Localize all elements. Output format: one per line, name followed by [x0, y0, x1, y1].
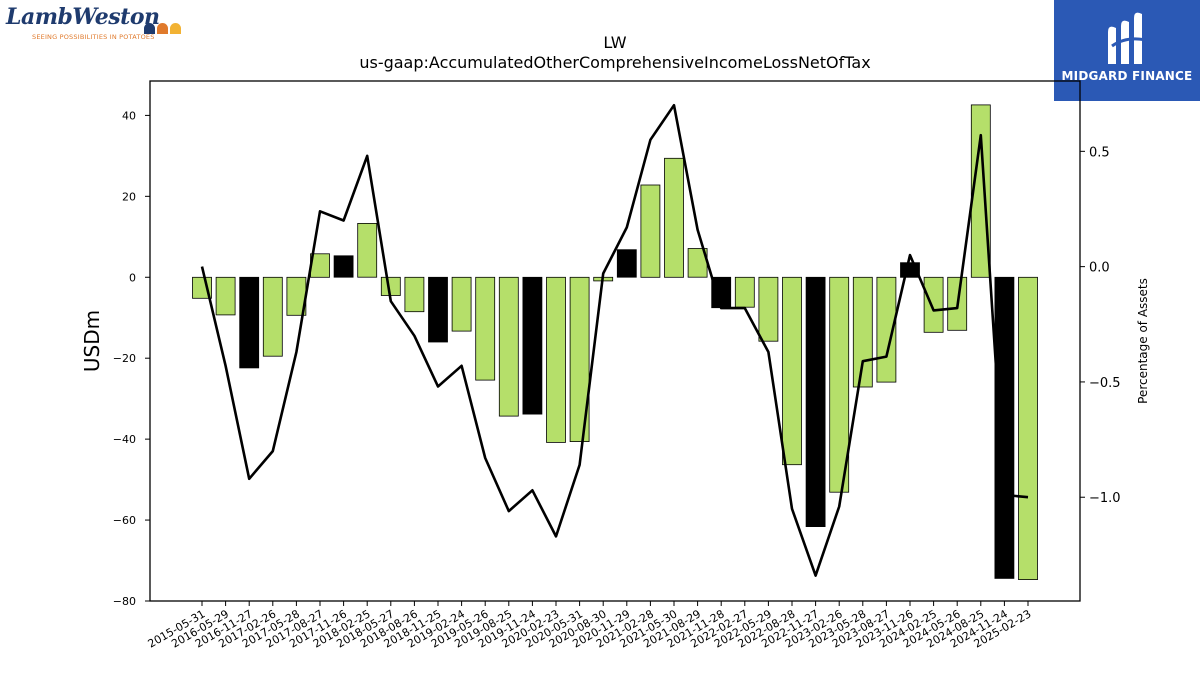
bar-2020-02-23: [546, 276, 566, 443]
y-axis-right: 0.5 0.0 −0.5 −1.0: [1080, 145, 1121, 506]
bar-2022-11-27: [805, 276, 826, 527]
y-tick-label: 40: [122, 109, 136, 122]
bar-2020-11-29: [616, 249, 637, 278]
y-tick-label: −60: [113, 514, 136, 527]
bar-2022-08-28: [782, 276, 802, 466]
bar-2024-02-25: [923, 276, 944, 333]
midgard-finance-text: MIDGARD FINANCE: [1061, 69, 1193, 83]
bar-2023-08-27: [876, 276, 897, 383]
bar-2018-02-25: [357, 222, 378, 278]
bar-2019-02-24: [451, 276, 472, 332]
bar-2016-05-29: [215, 276, 236, 316]
bar-2017-02-26: [262, 276, 283, 357]
bar-2021-05-30: [664, 157, 684, 278]
y-tick-label: −80: [113, 595, 136, 608]
y-tick-label: −20: [113, 352, 136, 365]
lambweston-dot-3: [170, 23, 181, 34]
y-right-tick-label: −1.0: [1089, 491, 1121, 506]
y-axis-left: 40 20 0 −20 −40 −60 −80: [113, 109, 150, 608]
bar-2019-11-24: [522, 276, 543, 415]
bar-2016-11-27: [239, 276, 260, 369]
y-tick-label: 0: [129, 271, 136, 284]
midgard-finance-logo: MIDGARD FINANCE: [1054, 0, 1200, 101]
bar-2019-08-25: [498, 276, 519, 417]
y-right-tick-label: 0.5: [1089, 145, 1110, 160]
bar-2018-05-27: [380, 276, 401, 296]
y-tick-label: −40: [113, 433, 136, 446]
bar-2021-02-28: [640, 184, 661, 278]
bar-2024-08-25: [970, 104, 991, 278]
plot-frame: [149, 80, 1081, 602]
bar-2024-11-24: [994, 276, 1015, 579]
bar-2022-05-29: [758, 276, 779, 342]
lambweston-dots: [144, 19, 183, 38]
midgard-monogram-icon: [1108, 12, 1147, 65]
lambweston-dot-1: [144, 23, 155, 34]
x-axis: 2015-05-312016-05-292016-11-272017-02-26…: [146, 601, 1034, 651]
y-tick-label: 20: [122, 190, 136, 203]
bar-2022-02-27: [734, 276, 755, 308]
lambweston-dot-2: [157, 23, 168, 34]
bar-2020-05-31: [569, 276, 590, 442]
y-axis-label-right: Percentage of Assets: [1136, 278, 1150, 404]
lambweston-logo: LambWeston SEEING POSSIBILITIES IN POTAT…: [6, 4, 206, 46]
y-right-tick-label: −0.5: [1089, 376, 1121, 391]
bar-2025-02-23: [1018, 276, 1038, 580]
bar-2018-08-26: [404, 276, 425, 313]
lambweston-wordmark: LambWeston: [6, 4, 160, 30]
bar-2019-05-26: [475, 276, 496, 381]
chart-subtitle: us-gaap:AccumulatedOtherComprehensiveInc…: [359, 53, 870, 72]
bar-2017-11-26: [333, 255, 354, 278]
chart-title: LW: [603, 33, 626, 52]
bar-2023-02-26: [829, 276, 850, 493]
bar-series: [192, 104, 1038, 580]
lambweston-tagline: SEEING POSSIBILITIES IN POTATOES: [32, 33, 155, 41]
y-axis-label: USDm: [80, 310, 104, 372]
y-right-tick-label: 0.0: [1089, 261, 1110, 276]
bar-2023-05-28: [852, 276, 873, 388]
percent-line: [200, 103, 1029, 577]
bar-2018-11-25: [428, 276, 448, 343]
